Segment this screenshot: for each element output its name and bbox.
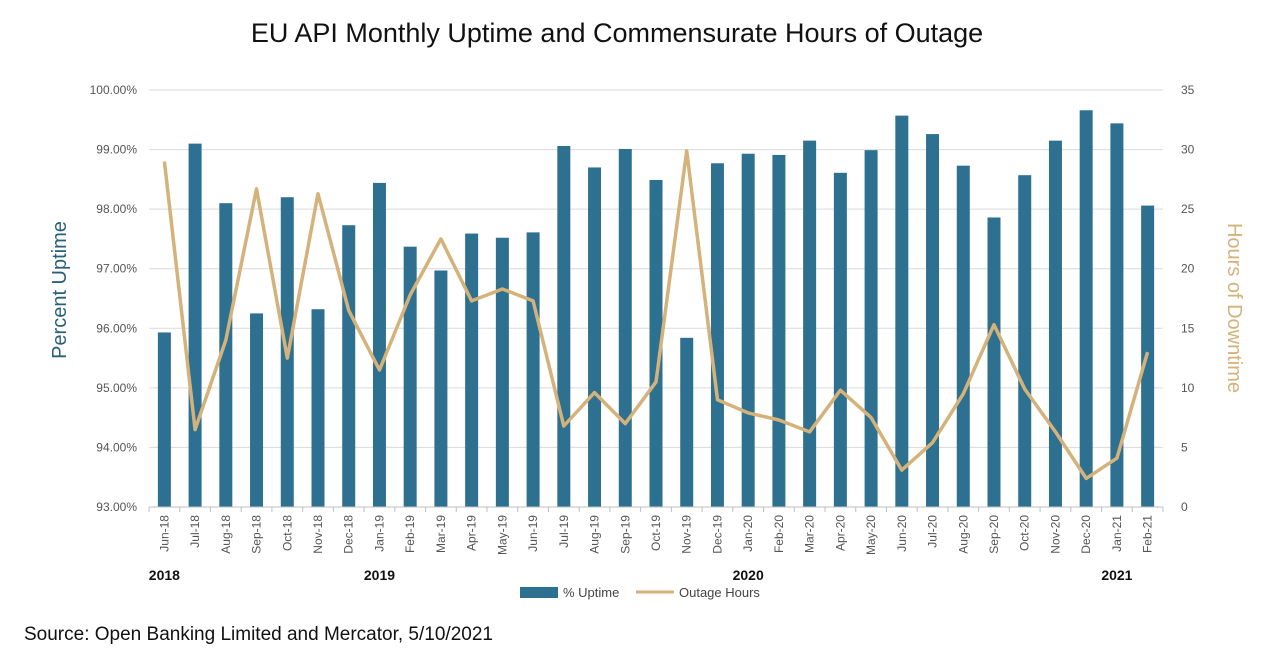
uptime-bar bbox=[342, 225, 356, 507]
uptime-bar bbox=[956, 165, 970, 508]
legend-uptime-label: % Uptime bbox=[563, 585, 619, 600]
y-left-tick-label: 97.00% bbox=[96, 262, 137, 276]
x-tick-label: Jan-19 bbox=[372, 515, 386, 552]
y-left-axis-title: Percent Uptime bbox=[49, 221, 71, 359]
x-tick-label: Dec-20 bbox=[1079, 515, 1093, 554]
x-tick-label: Dec-18 bbox=[342, 515, 356, 554]
x-year-label: 2019 bbox=[364, 567, 395, 583]
uptime-bar bbox=[465, 233, 479, 507]
x-tick-label: Apr-20 bbox=[833, 515, 847, 551]
outage-line-layer bbox=[162, 149, 1150, 481]
uptime-bar bbox=[649, 179, 663, 507]
x-tick-label: Feb-21 bbox=[1141, 515, 1155, 553]
uptime-bar bbox=[741, 153, 755, 507]
y-right-tick-label: 20 bbox=[1181, 262, 1195, 276]
uptime-bar bbox=[1110, 123, 1124, 508]
y-right-tick-label: 10 bbox=[1181, 381, 1195, 395]
uptime-bar bbox=[803, 140, 817, 507]
uptime-bar bbox=[219, 203, 233, 507]
x-tick-label: Aug-20 bbox=[956, 515, 970, 554]
uptime-bar bbox=[526, 232, 540, 507]
uptime-bar bbox=[157, 332, 171, 507]
legend: % Uptime Outage Hours bbox=[520, 585, 760, 600]
x-tick-label: Oct-19 bbox=[649, 515, 663, 551]
x-year-label: 2021 bbox=[1101, 567, 1132, 583]
uptime-bar bbox=[864, 150, 878, 507]
x-tick-label: Nov-18 bbox=[311, 515, 325, 554]
uptime-bar bbox=[588, 167, 602, 507]
x-tick-label: Feb-19 bbox=[403, 515, 417, 553]
y-left-tick-label: 98.00% bbox=[96, 202, 137, 216]
x-tick-label: Jul-18 bbox=[188, 515, 202, 548]
y-left-tick-label: 96.00% bbox=[96, 321, 137, 335]
uptime-bar bbox=[987, 217, 1001, 508]
source-note: Source: Open Banking Limited and Mercato… bbox=[24, 624, 493, 645]
y-right-axis-title: Hours of Downtime bbox=[1223, 223, 1245, 393]
x-tick-label: Feb-20 bbox=[772, 515, 786, 553]
y-left-tick-label: 100.00% bbox=[90, 83, 138, 97]
legend-outage-label: Outage Hours bbox=[679, 585, 760, 600]
uptime-bar bbox=[895, 115, 909, 507]
x-tick-label: Oct-18 bbox=[280, 515, 294, 551]
x-tick-label: Jan-20 bbox=[741, 515, 755, 552]
x-tick-label: Apr-19 bbox=[465, 515, 479, 551]
x-tick-label: Nov-20 bbox=[1048, 515, 1062, 554]
uptime-bar bbox=[372, 182, 386, 507]
uptime-bar bbox=[926, 134, 940, 507]
x-tick-label: Sep-19 bbox=[618, 515, 632, 554]
x-year-label: 2018 bbox=[149, 567, 180, 583]
uptime-bar bbox=[833, 172, 847, 507]
x-tick-label: May-19 bbox=[495, 515, 509, 555]
x-year-label: 2020 bbox=[733, 567, 764, 583]
x-tick-label: Jun-20 bbox=[895, 515, 909, 552]
chart-svg: EU API Monthly Uptime and Commensurate H… bbox=[49, 18, 1245, 600]
x-tick-label: Mar-20 bbox=[803, 515, 817, 553]
y-right-tick-label: 0 bbox=[1181, 500, 1188, 514]
x-tick-label: Nov-19 bbox=[680, 515, 694, 554]
chart-title: EU API Monthly Uptime and Commensurate H… bbox=[251, 18, 983, 48]
uptime-bar bbox=[403, 246, 417, 507]
y-left-tick-label: 99.00% bbox=[96, 143, 137, 157]
x-tick-label: Aug-18 bbox=[219, 515, 233, 554]
uptime-bar bbox=[250, 313, 264, 507]
uptime-bar bbox=[434, 270, 448, 507]
y-right-tick-label: 5 bbox=[1181, 440, 1188, 454]
y-right-tick-label: 35 bbox=[1181, 83, 1195, 97]
uptime-bar bbox=[772, 154, 786, 507]
x-tick-label: Dec-19 bbox=[710, 515, 724, 554]
y-left-tick-label: 94.00% bbox=[96, 440, 137, 454]
uptime-bar bbox=[557, 145, 571, 508]
y-left-tick-label: 95.00% bbox=[96, 381, 137, 395]
axes: 93.00% 0 94.00% 5 95.00% 10 96.00% 15 97.00% 20 98… bbox=[90, 83, 1195, 583]
y-left-tick-label: 93.00% bbox=[96, 500, 137, 514]
x-tick-label: Aug-19 bbox=[588, 515, 602, 554]
outage-hours-line bbox=[162, 149, 1150, 481]
x-tick-label: Oct-20 bbox=[1018, 515, 1032, 551]
y-right-tick-label: 25 bbox=[1181, 202, 1195, 216]
uptime-bar bbox=[1048, 140, 1062, 507]
uptime-bar bbox=[1079, 110, 1093, 508]
x-tick-label: Jun-18 bbox=[157, 515, 171, 552]
x-tick-label: May-20 bbox=[864, 515, 878, 555]
uptime-bar bbox=[1018, 175, 1032, 508]
x-tick-label: Jan-21 bbox=[1110, 515, 1124, 552]
x-tick-label: Sep-18 bbox=[250, 515, 264, 554]
x-tick-label: Jul-19 bbox=[557, 515, 571, 548]
uptime-bar bbox=[618, 148, 632, 507]
uptime-bar bbox=[188, 143, 202, 507]
uptime-bar bbox=[495, 237, 509, 508]
uptime-bar bbox=[680, 337, 694, 507]
x-tick-label: Sep-20 bbox=[987, 515, 1001, 554]
x-tick-label: Jun-19 bbox=[526, 515, 540, 552]
x-tick-label: Mar-19 bbox=[434, 515, 448, 553]
uptime-bar bbox=[710, 163, 724, 507]
y-right-tick-label: 30 bbox=[1181, 143, 1195, 157]
x-tick-label: Jul-20 bbox=[926, 515, 940, 548]
y-right-tick-label: 15 bbox=[1181, 321, 1195, 335]
uptime-bar bbox=[311, 309, 325, 507]
legend-uptime-swatch bbox=[520, 587, 558, 598]
